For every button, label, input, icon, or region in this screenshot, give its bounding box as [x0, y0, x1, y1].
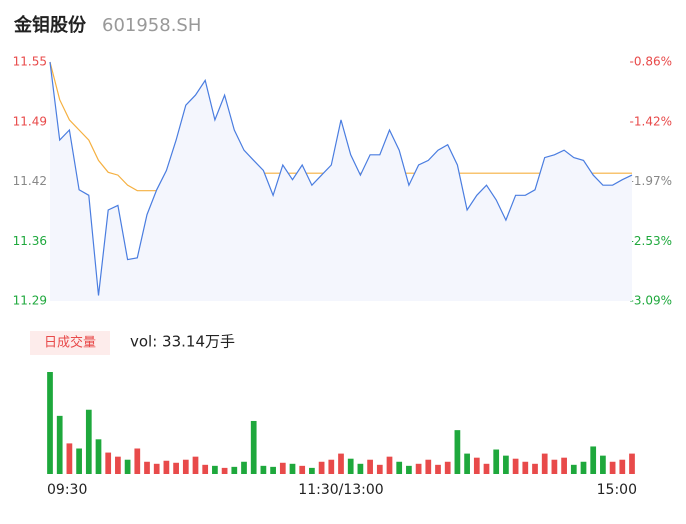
- volume-bar: [541, 453, 548, 474]
- y-tick-label: 11.49: [13, 114, 47, 128]
- volume-bar: [347, 458, 354, 474]
- volume-bar: [512, 458, 519, 474]
- y2-tick-label: -3.09%: [630, 294, 672, 308]
- volume-bar: [221, 467, 228, 474]
- volume-bar: [144, 461, 150, 474]
- volume-bar: [289, 463, 296, 474]
- volume-bar: [473, 457, 480, 474]
- volume-bar: [570, 464, 577, 474]
- y-tick-label: 11.36: [13, 234, 47, 248]
- y2-tick-label: -0.86%: [630, 55, 672, 69]
- volume-bar: [328, 459, 335, 474]
- volume-bar: [600, 455, 606, 474]
- volume-bar: [56, 415, 63, 474]
- volume-bar: [260, 465, 267, 474]
- volume-bar: [250, 420, 257, 474]
- volume-bar: [270, 466, 276, 474]
- volume-bar: [76, 448, 82, 474]
- volume-bar: [444, 461, 451, 474]
- volume-bar: [95, 439, 102, 474]
- volume-bar: [134, 448, 141, 474]
- y-tick-label: 11.29: [13, 294, 47, 308]
- y-tick-label: 11.42: [13, 174, 47, 188]
- legend-bg: [30, 331, 110, 355]
- volume-bar: [163, 460, 170, 474]
- volume-bar: [153, 463, 160, 474]
- volume-bar: [415, 463, 422, 474]
- volume-bar: [241, 461, 247, 474]
- price-area: [50, 62, 632, 301]
- volume-bar: [580, 461, 587, 474]
- volume-bar: [357, 463, 364, 474]
- volume-bar: [464, 453, 470, 474]
- price-line: [49, 61, 633, 296]
- y-tick-label: 11.55: [13, 55, 47, 69]
- volume-bar: [202, 464, 209, 474]
- volume-bar: [532, 463, 538, 474]
- volume-bar: [279, 462, 286, 474]
- volume-bar: [85, 409, 92, 474]
- volume-bar: [619, 459, 626, 474]
- stock-code: 601958.SH: [102, 15, 201, 36]
- volume-bar: [173, 462, 179, 474]
- volume-bar: [105, 452, 112, 474]
- volume-bar: [522, 461, 529, 474]
- volume-bar: [483, 463, 490, 474]
- x-tick-label: 11:30/13:00: [298, 482, 383, 498]
- y2-tick-label: -1.42%: [630, 114, 672, 128]
- volume-bar: [231, 466, 238, 474]
- volume-legend: 日成交量: [44, 335, 96, 351]
- stock-name: 金钼股份: [13, 14, 87, 36]
- volume-bar: [376, 464, 383, 474]
- y2-tick-label: -2.53%: [630, 234, 672, 248]
- volume-bar: [551, 459, 558, 474]
- x-tick-label: 09:30: [47, 482, 87, 498]
- volume-bar: [396, 461, 403, 474]
- volume-bar: [609, 461, 616, 474]
- volume-bar: [115, 456, 121, 474]
- volume-bar: [386, 456, 393, 474]
- volume-bar: [435, 464, 441, 474]
- volume-bar: [192, 456, 199, 474]
- volume-bar: [367, 459, 373, 474]
- volume-bar: [561, 457, 567, 474]
- volume-bar: [299, 465, 306, 474]
- volume-bar: [590, 446, 597, 474]
- volume-bar: [124, 459, 131, 474]
- volume-bar: [493, 449, 500, 474]
- volume-label: vol: 33.14万手: [130, 333, 235, 351]
- volume-bar: [629, 453, 635, 474]
- volume-bar: [47, 372, 53, 474]
- volume-bar: [503, 455, 509, 474]
- volume-bar: [212, 465, 218, 474]
- volume-bar: [309, 467, 315, 474]
- volume-bar: [66, 443, 73, 474]
- volume-bar: [425, 459, 432, 474]
- y2-tick-label: -1.97%: [630, 174, 672, 188]
- volume-bar: [406, 465, 412, 474]
- volume-bar: [182, 459, 189, 474]
- volume-bar: [338, 453, 344, 474]
- x-tick-label: 15:00: [597, 482, 637, 498]
- volume-bar: [454, 430, 461, 474]
- volume-bar: [318, 461, 325, 474]
